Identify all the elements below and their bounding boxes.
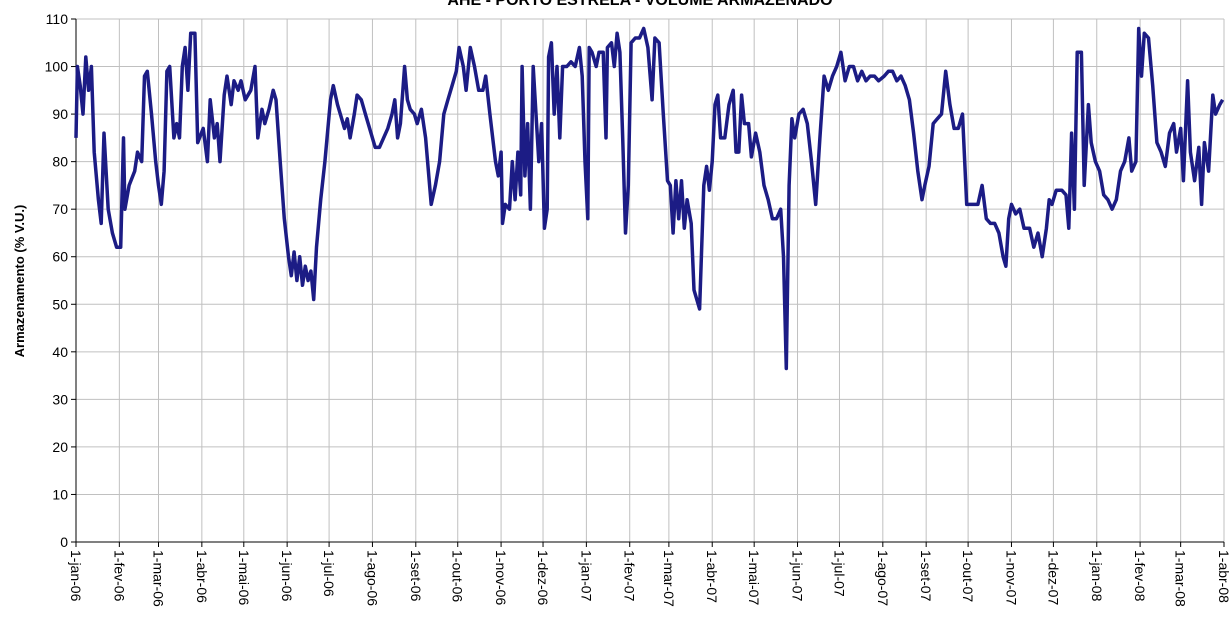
x-tick-label: 1-dez-07 [1045, 550, 1061, 605]
y-tick-label: 70 [52, 201, 68, 217]
y-tick-label: 60 [52, 249, 68, 265]
x-tick-label: 1-abr-08 [1216, 550, 1232, 603]
y-axis-label: Armazenamento (% V.U.) [12, 205, 27, 358]
x-tick-label: 1-fev-07 [622, 550, 638, 602]
y-tick-label: 50 [52, 296, 68, 312]
x-tick-label: 1-nov-06 [493, 550, 509, 605]
x-tick-label: 1-fev-08 [1132, 550, 1148, 602]
x-tick-label: 1-nov-07 [1003, 550, 1019, 605]
x-tick-label: 1-mar-06 [150, 550, 166, 607]
data-line [74, 26, 1225, 371]
x-tick-label: 1-abr-07 [704, 550, 720, 603]
x-tick-label: 1-dez-06 [535, 550, 551, 605]
y-tick-label: 30 [52, 391, 68, 407]
x-tick-label: 1-mai-07 [746, 550, 762, 605]
x-tick-label: 1-mar-07 [661, 550, 677, 607]
x-tick-label: 1-jan-08 [1089, 550, 1105, 602]
x-tick-label: 1-out-06 [450, 550, 466, 602]
x-tick-label: 1-ago-06 [364, 550, 380, 606]
y-tick-label: 100 [45, 59, 69, 75]
x-tick-label: 1-fev-06 [111, 550, 127, 602]
x-tick-label: 1-out-07 [960, 550, 976, 602]
x-tick-label: 1-set-07 [918, 550, 934, 602]
y-tick-label: 90 [52, 106, 68, 122]
x-tick-label: 1-jan-06 [68, 550, 84, 602]
y-tick-label: 0 [60, 534, 68, 550]
x-tick-label: 1-set-06 [408, 550, 424, 602]
x-tick-label: 1-jan-07 [578, 550, 594, 602]
y-tick-label: 20 [52, 439, 68, 455]
x-tick-label: 1-jul-06 [321, 550, 337, 597]
x-tick-label: 1-jun-06 [279, 550, 295, 602]
x-tick-label: 1-ago-07 [875, 550, 891, 606]
y-tick-label: 10 [52, 486, 68, 502]
chart-title: AHE - PORTO ESTRELA - VOLUME ARMAZENADO [447, 0, 832, 9]
x-tick-label: 1-jun-07 [790, 550, 806, 602]
y-tick-label: 80 [52, 154, 68, 170]
x-tick-label: 1-abr-06 [194, 550, 210, 603]
x-tick-label: 1-mai-06 [236, 550, 252, 605]
x-tick-label: 1-mar-08 [1173, 550, 1189, 607]
y-tick-label: 110 [46, 11, 69, 27]
x-tick-label: 1-jul-07 [831, 550, 847, 597]
y-tick-label: 40 [52, 344, 68, 360]
